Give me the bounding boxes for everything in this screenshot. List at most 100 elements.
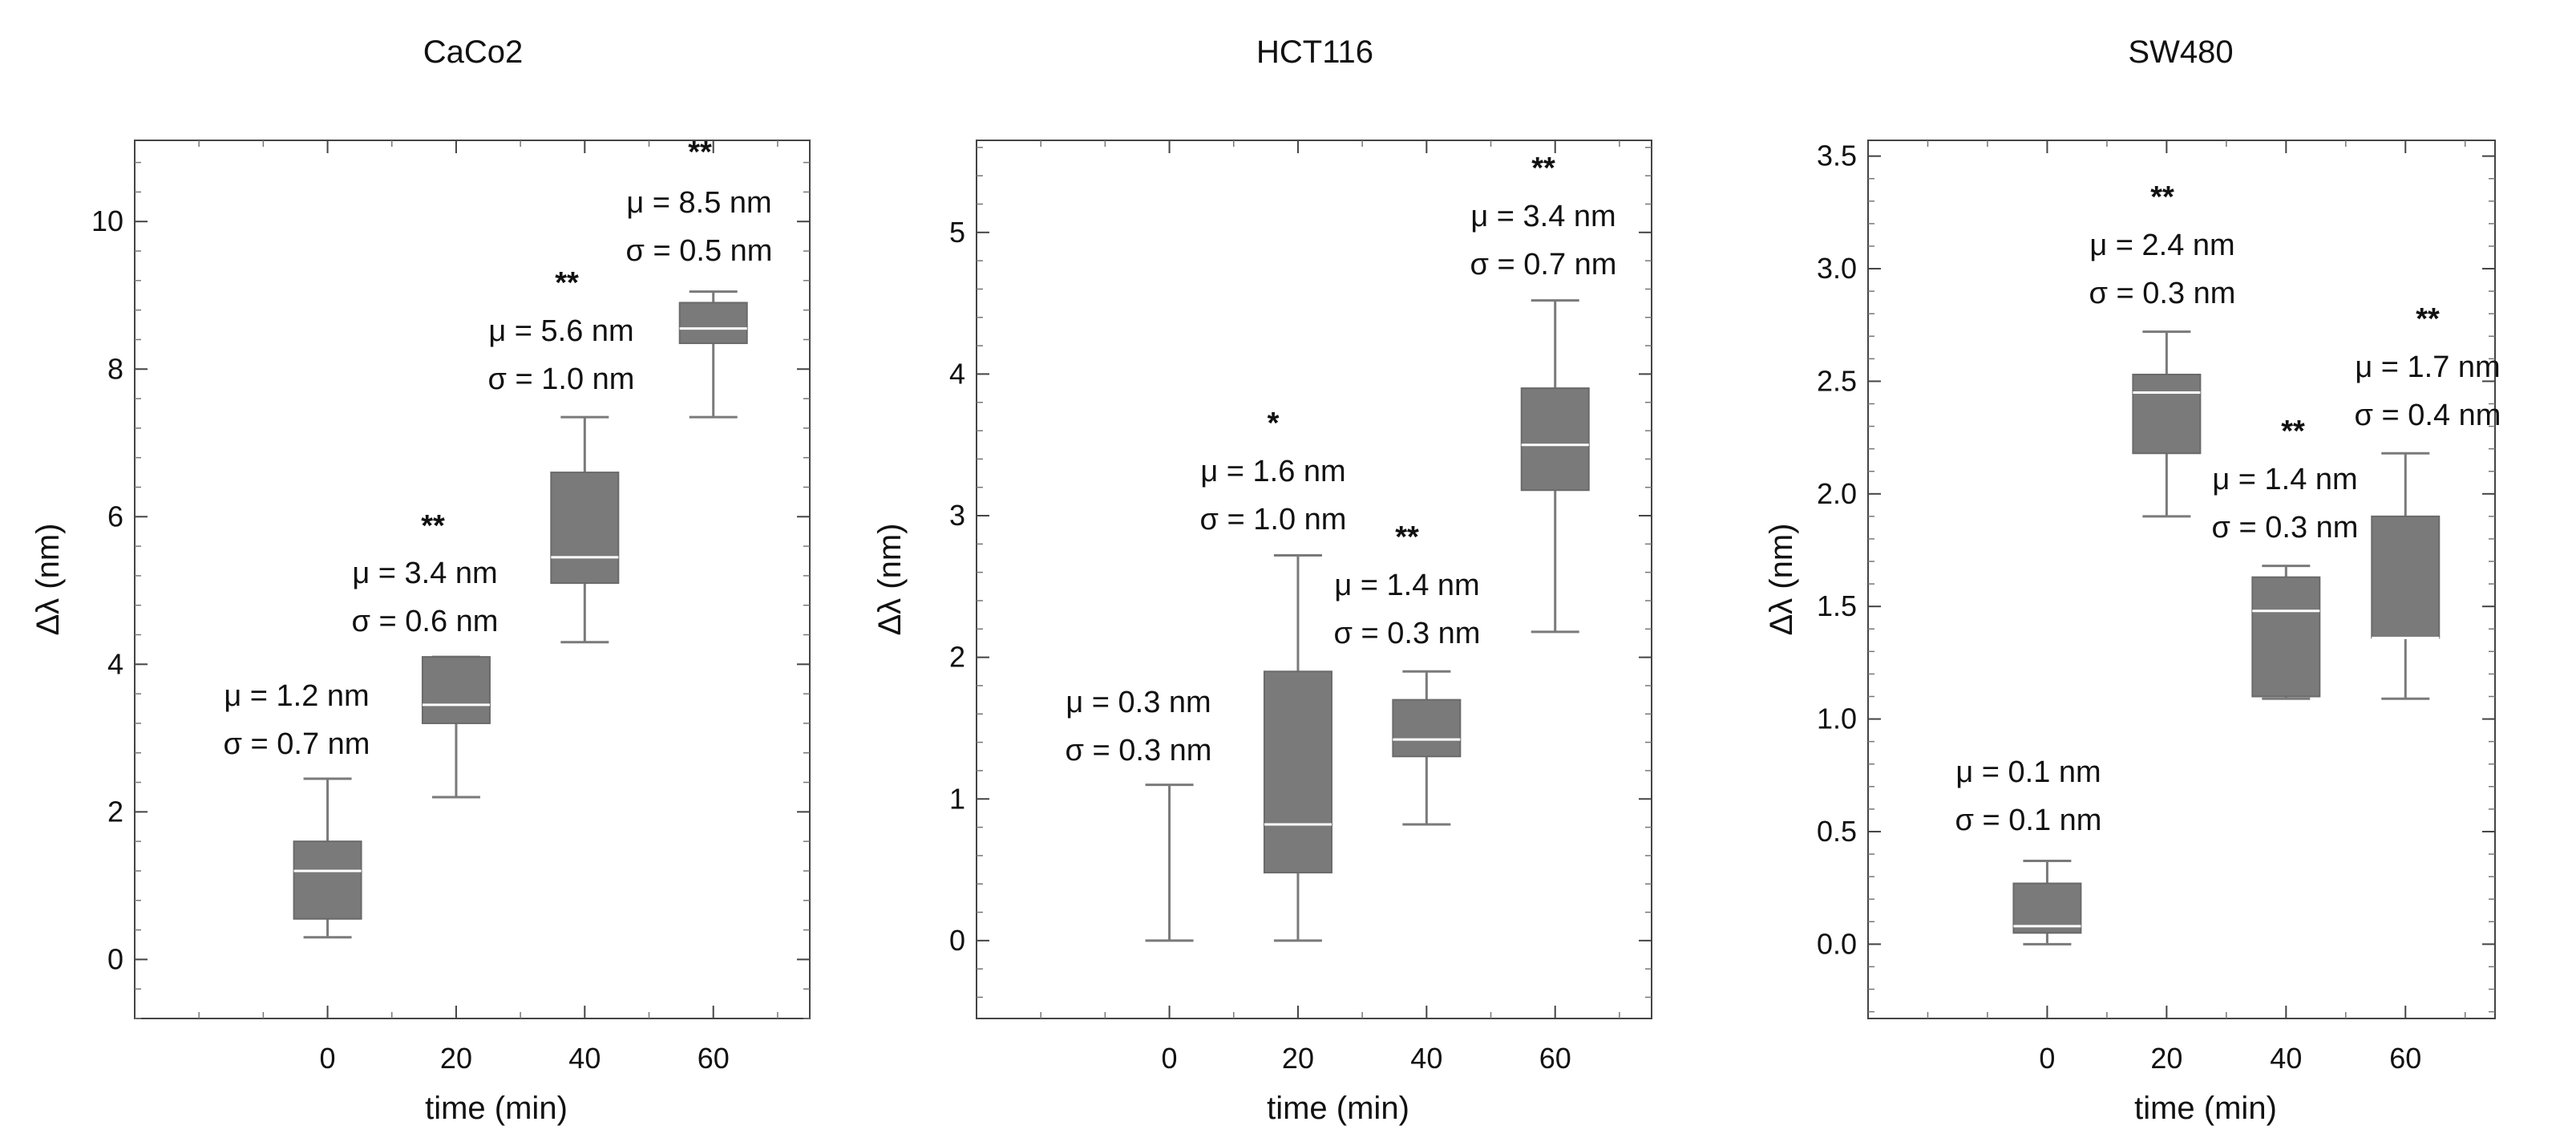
box-40: μ = 1.4 nm σ = 0.3 nm ** — [2212, 415, 2359, 700]
x-tick-label: 20 — [440, 1042, 472, 1075]
x-tick-label: 60 — [2389, 1042, 2421, 1075]
y-tick-label: 10 — [91, 204, 123, 237]
iqr-box — [1392, 699, 1462, 758]
y-tick-label: 0 — [949, 924, 965, 957]
mean-annotation: μ = 2.4 nm — [2089, 229, 2234, 262]
mean-annotation: μ = 5.6 nm — [488, 314, 633, 348]
sd-annotation: σ = 0.3 nm — [2089, 277, 2236, 310]
significance-marker: ** — [2416, 302, 2440, 336]
panel-hct116: HCT116 0 1 2 3 4 5 0 20 40 60 time (min) Δλ (nm) μ = … — [872, 34, 1652, 1126]
mean-annotation: μ = 1.7 nm — [2355, 350, 2500, 384]
y-tick-label: 5 — [949, 216, 965, 249]
iqr-box — [2371, 515, 2441, 639]
x-tick-label: 0 — [1162, 1042, 1178, 1075]
mean-annotation: μ = 1.6 nm — [1200, 455, 1345, 488]
sd-annotation: σ = 0.7 nm — [224, 727, 370, 761]
y-axis-label: Δλ (nm) — [1764, 523, 1799, 635]
plot-frame — [134, 140, 811, 1019]
significance-marker: ** — [1395, 520, 1419, 554]
y-tick-label: 1 — [949, 782, 965, 815]
x-tick-label: 40 — [2270, 1042, 2302, 1075]
x-tick-label: 20 — [2150, 1042, 2182, 1075]
y-tick-label: 0.0 — [1817, 927, 1857, 960]
mean-annotation: μ = 0.3 nm — [1066, 686, 1211, 719]
y-tick-label: 0.5 — [1817, 815, 1857, 848]
box-40: μ = 1.4 nm σ = 0.3 nm ** — [1334, 520, 1481, 826]
x-tick-label: 60 — [698, 1042, 730, 1075]
sd-annotation: σ = 0.6 nm — [352, 605, 499, 638]
significance-marker: ** — [2150, 180, 2174, 214]
box-60: μ = 3.4 nm σ = 0.7 nm ** — [1470, 152, 1617, 634]
y-tick-label: 2.5 — [1817, 364, 1857, 397]
x-axis-label: time (min) — [425, 1091, 568, 1126]
box-60: μ = 1.7 nm σ = 0.4 nm ** — [2355, 302, 2501, 700]
iqr-box — [678, 302, 748, 345]
x-tick-label: 60 — [1539, 1042, 1571, 1075]
chart-title: SW480 — [2128, 34, 2233, 70]
y-tick-label: 4 — [949, 357, 965, 390]
iqr-box — [550, 472, 620, 585]
box-20: μ = 2.4 nm σ = 0.3 nm ** — [2089, 180, 2236, 518]
iqr-box — [2251, 576, 2321, 698]
significance-marker: ** — [2281, 415, 2305, 448]
plot-frame — [1867, 140, 2496, 1019]
y-tick-label: 3 — [949, 499, 965, 532]
y-axis-label: Δλ (nm) — [872, 523, 908, 635]
y-tick-label: 3.0 — [1817, 252, 1857, 285]
x-tick-label: 40 — [1410, 1042, 1442, 1075]
y-tick-label: 1.0 — [1817, 703, 1857, 735]
significance-marker: ** — [421, 509, 445, 543]
x-axis-label: time (min) — [2134, 1091, 2277, 1126]
y-tick-label: 0 — [107, 942, 123, 975]
iqr-box — [293, 840, 362, 920]
significance-marker: ** — [688, 136, 712, 169]
iqr-box — [2132, 374, 2202, 455]
iqr-box — [1263, 670, 1332, 874]
chart-title: HCT116 — [1256, 34, 1373, 70]
mean-annotation: μ = 1.4 nm — [1334, 569, 1479, 602]
y-tick-label: 1.5 — [1817, 589, 1857, 622]
x-tick-label: 20 — [1282, 1042, 1314, 1075]
box-0: μ = 0.1 nm σ = 0.1 nm — [1955, 755, 2102, 946]
sd-annotation: σ = 0.3 nm — [1334, 617, 1481, 650]
sd-annotation: σ = 1.0 nm — [488, 362, 635, 396]
y-tick-label: 2.0 — [1817, 477, 1857, 510]
panel-caco2: CaCo2 0 2 4 6 8 10 0 20 40 60 time (min) Δλ (nm) μ = … — [30, 34, 811, 1126]
x-axis-label: time (min) — [1267, 1091, 1409, 1126]
sd-annotation: σ = 0.7 nm — [1470, 248, 1617, 281]
chart-title: CaCo2 — [423, 34, 524, 70]
significance-marker: ** — [1531, 152, 1555, 185]
sd-annotation: σ = 0.1 nm — [1955, 804, 2102, 837]
box-60: μ = 8.5 nm σ = 0.5 nm ** — [626, 136, 772, 419]
y-tick-label: 2 — [107, 795, 123, 828]
y-tick-label: 6 — [107, 500, 123, 533]
x-tick-label: 40 — [568, 1042, 601, 1075]
sd-annotation: σ = 0.4 nm — [2355, 399, 2501, 432]
box-20: μ = 3.4 nm σ = 0.6 nm ** — [352, 509, 499, 799]
box-20: μ = 1.6 nm σ = 1.0 nm * — [1200, 407, 1347, 942]
mean-annotation: μ = 1.4 nm — [2212, 463, 2357, 496]
sd-annotation: σ = 0.3 nm — [2212, 511, 2359, 545]
y-tick-label: 8 — [107, 352, 123, 385]
mean-annotation: μ = 1.2 nm — [224, 679, 369, 713]
sd-annotation: σ = 0.3 nm — [1066, 734, 1212, 767]
iqr-box — [1520, 387, 1590, 492]
panel-sw480: SW480 0.0 0.5 1.0 1.5 2.0 2.5 3.0 3.5 0 20 40 60 time… — [1764, 34, 2501, 1126]
x-tick-label: 0 — [320, 1042, 336, 1075]
box-0: μ = 1.2 nm σ = 0.7 nm — [224, 679, 370, 939]
sd-annotation: σ = 1.0 nm — [1200, 503, 1347, 537]
significance-marker: ** — [555, 266, 579, 300]
y-tick-label: 2 — [949, 641, 965, 674]
iqr-box — [421, 656, 491, 724]
mean-annotation: μ = 3.4 nm — [1470, 200, 1616, 233]
y-tick-label: 4 — [107, 647, 123, 680]
box-40: μ = 5.6 nm σ = 1.0 nm ** — [488, 266, 635, 644]
x-tick-label: 0 — [2039, 1042, 2055, 1075]
significance-marker: * — [1268, 407, 1280, 440]
mean-annotation: μ = 3.4 nm — [352, 557, 497, 590]
box-0: μ = 0.3 nm σ = 0.3 nm — [1066, 686, 1212, 942]
mean-annotation: μ = 0.1 nm — [1955, 755, 2101, 789]
iqr-box — [2012, 882, 2082, 934]
y-axis-label: Δλ (nm) — [30, 523, 66, 635]
